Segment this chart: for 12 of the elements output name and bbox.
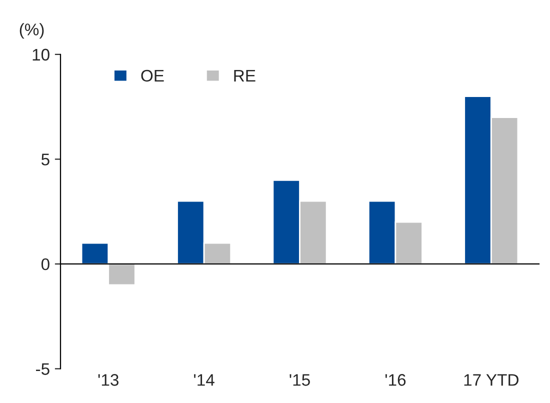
y-axis-title: (%) — [20, 23, 44, 39]
x-tick-label: 17 YTD — [464, 374, 518, 386]
x-tick-label: '16 — [385, 374, 406, 386]
legend-label: RE — [234, 70, 256, 82]
x-tick-label: '13 — [98, 374, 118, 386]
y-tick-label: 5 — [41, 154, 50, 166]
y-tick-label: -5 — [36, 363, 50, 375]
legend-label: OE — [141, 70, 164, 82]
y-tick-label: 0 — [41, 258, 50, 270]
x-tick-label: '15 — [290, 374, 310, 386]
y-tick-label: 10 — [32, 48, 50, 61]
x-tick-label: '14 — [194, 374, 214, 386]
